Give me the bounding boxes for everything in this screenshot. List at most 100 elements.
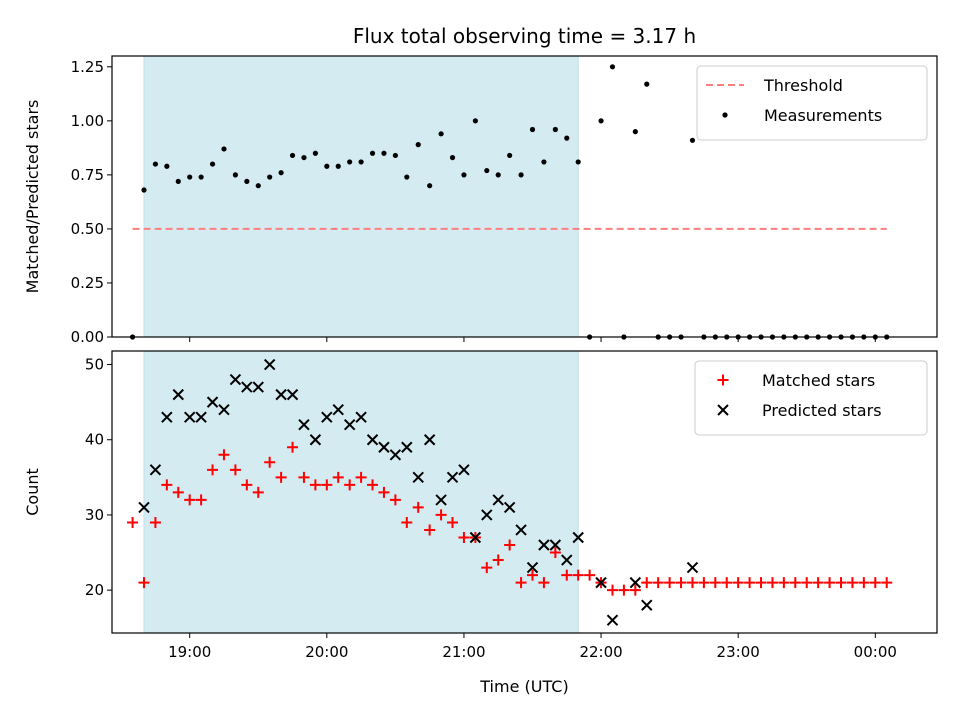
matched-star-point-35 — [526, 569, 538, 581]
matched-star-point-57 — [778, 577, 790, 589]
matched-star-point-48 — [675, 577, 687, 589]
x-tick-label: 00:00 — [854, 643, 897, 661]
matched-star-point-42 — [606, 584, 618, 596]
measurement-point-41 — [598, 118, 604, 124]
matched-star-point-40 — [584, 569, 596, 581]
predicted-star-point-26 — [435, 494, 447, 506]
measurement-point-25 — [415, 142, 421, 148]
matched-star-point-58 — [789, 577, 801, 589]
measurement-point-28 — [449, 154, 456, 161]
matched-star-point-29 — [458, 531, 470, 543]
legend: Threshold Measurements — [696, 65, 928, 141]
measurement-point-36 — [541, 159, 547, 165]
legend-box — [694, 360, 928, 436]
predicted-star-point-27 — [446, 471, 459, 484]
measurement-point-35 — [529, 126, 536, 133]
matched-star-point-0 — [127, 516, 139, 528]
predicted-star-point-16 — [321, 411, 333, 423]
predicted-star-point-2 — [161, 411, 173, 423]
matched-star-point-8 — [218, 449, 230, 461]
predicted-star-point-15 — [309, 434, 322, 446]
predicted-star-point-11 — [263, 358, 276, 371]
bottom-panel: 20 30 40 50 19:00 20:00 21:00 22:00 23:00 00:00 Co… — [23, 350, 938, 696]
predicted-star-point-33 — [515, 524, 527, 536]
measurement-point-12 — [267, 174, 273, 180]
matched-star-point-4 — [172, 486, 184, 498]
predicted-star-point-5 — [195, 411, 207, 423]
predicted-star-point-18 — [343, 418, 356, 431]
matched-star-point-22 — [378, 486, 390, 498]
legend-label: Threshold — [763, 76, 843, 95]
legend-box — [696, 65, 928, 141]
measurement-point-27 — [438, 131, 444, 137]
measurement-point-9 — [232, 172, 239, 178]
measurement-point-17 — [324, 163, 330, 169]
matched-star-point-49 — [686, 577, 698, 589]
predicted-star-point-6 — [206, 396, 219, 408]
measurement-point-44 — [632, 129, 638, 135]
predicted-star-point-7 — [218, 403, 230, 416]
predicted-star-point-8 — [229, 373, 242, 386]
measurement-point-2 — [152, 161, 159, 167]
predicted-star-point-41 — [629, 576, 642, 589]
predicted-star-point-20 — [366, 434, 379, 446]
measurement-point-34 — [518, 172, 524, 178]
predicted-star-point-42 — [641, 599, 653, 611]
predicted-star-point-38 — [572, 531, 584, 544]
x-tick-label: 21:00 — [442, 643, 485, 661]
matched-star-point-66 — [881, 577, 893, 589]
matched-star-point-13 — [275, 471, 287, 483]
measurement-point-7 — [209, 161, 216, 167]
measurement-point-11 — [255, 183, 261, 189]
measurement-point-42 — [609, 64, 616, 70]
matched-star-point-34 — [515, 577, 527, 589]
predicted-star-point-37 — [561, 554, 573, 566]
x-tick-label: 22:00 — [579, 643, 622, 661]
measurement-point-13 — [278, 170, 284, 176]
predicted-star-point-36 — [549, 539, 562, 551]
matched-star-point-5 — [184, 494, 196, 506]
predicted-star-point-13 — [286, 388, 299, 401]
predicted-star-point-22 — [389, 449, 402, 461]
measurement-point-19 — [347, 159, 353, 165]
matched-star-point-63 — [846, 577, 858, 589]
x-axis-label: Time (UTC) — [479, 677, 568, 696]
matched-star-point-2 — [149, 516, 161, 528]
measurement-point-8 — [221, 146, 227, 152]
matched-star-point-10 — [241, 479, 253, 491]
matched-star-point-32 — [492, 554, 504, 566]
chart-title: Flux total observing time = 3.17 h — [353, 24, 696, 48]
y-tick-label: 0.00 — [71, 328, 104, 346]
predicted-star-point-19 — [355, 411, 367, 423]
matched-star-point-47 — [664, 577, 676, 589]
matched-star-point-33 — [504, 539, 516, 551]
predicted-star-point-3 — [172, 388, 184, 401]
y-axis-label: Matched/Predicted stars — [23, 100, 42, 294]
predicted-star-point-12 — [275, 388, 287, 401]
measurement-point-30 — [472, 118, 478, 124]
predicted-star-point-35 — [538, 539, 550, 551]
matched-star-point-38 — [561, 569, 573, 581]
measurement-point-22 — [381, 150, 387, 156]
y-tick-label: 20 — [85, 581, 104, 599]
matched-star-point-21 — [367, 479, 379, 491]
matched-star-point-65 — [869, 577, 881, 589]
y-tick-label: 0.75 — [71, 166, 104, 184]
axes-frame — [111, 55, 938, 338]
matched-star-point-39 — [572, 569, 584, 581]
matched-star-point-53 — [732, 577, 744, 589]
matched-star-point-28 — [447, 516, 459, 528]
measurement-point-37 — [552, 126, 558, 133]
matched-star-point-19 — [344, 479, 356, 491]
measurement-point-4 — [175, 178, 181, 184]
matched-star-point-9 — [229, 464, 241, 476]
predicted-star-point-29 — [469, 531, 482, 544]
matched-star-point-54 — [744, 577, 756, 589]
measurement-point-26 — [427, 183, 433, 189]
measurement-point-31 — [484, 167, 490, 174]
x-tick-label: 20:00 — [305, 643, 348, 661]
matched-star-point-36 — [538, 577, 550, 589]
y-tick-label: 0.25 — [71, 274, 104, 292]
predicted-star-point-23 — [401, 441, 413, 453]
